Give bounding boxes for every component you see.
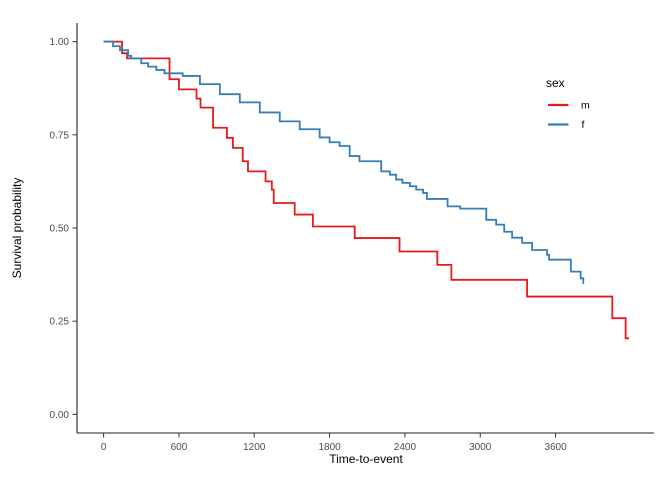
- y-axis-title: Survival probability: [10, 178, 24, 279]
- legend-item-f: f: [548, 119, 585, 131]
- x-tick-label: 1800: [318, 442, 341, 453]
- survival-curve-f: [103, 40, 585, 285]
- legend-label-f: f: [582, 119, 585, 131]
- x-tick-label: 1200: [243, 442, 266, 453]
- x-axis-title: Time-to-event: [329, 452, 403, 466]
- x-tick-label: 0: [101, 442, 107, 453]
- x-tick-label: 3000: [469, 442, 492, 453]
- x-tick-label: 600: [171, 442, 188, 453]
- y-tick-label: 0.50: [50, 224, 70, 235]
- x-axis-ticks: 0 600 1200 1800 2400 3000 3600: [101, 433, 567, 453]
- y-tick-label: 0.25: [50, 317, 70, 328]
- legend-label-m: m: [581, 100, 590, 112]
- y-tick-label: 0.00: [50, 410, 70, 421]
- survival-curves: [103, 40, 630, 340]
- y-tick-label: 0.75: [50, 130, 70, 141]
- x-tick-label: 2400: [394, 442, 417, 453]
- x-tick-label: 3600: [544, 442, 567, 453]
- legend-title: sex: [546, 76, 565, 90]
- survival-curve-m: [103, 40, 630, 340]
- legend: sex m f: [546, 76, 590, 131]
- y-tick-label: 1.00: [50, 37, 70, 48]
- y-axis-ticks: 0.00 0.25 0.50 0.75 1.00: [50, 37, 77, 421]
- legend-item-m: m: [548, 100, 590, 112]
